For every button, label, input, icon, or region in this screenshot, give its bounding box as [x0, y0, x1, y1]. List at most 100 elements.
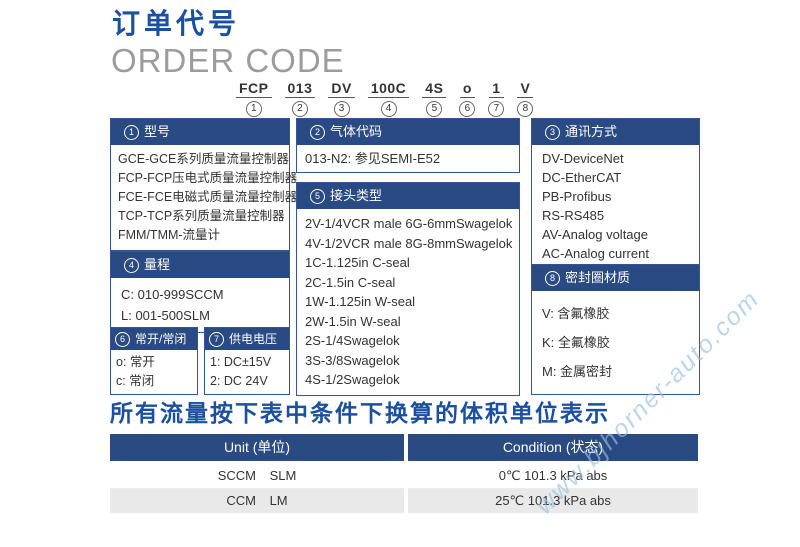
circled-number: 6 — [459, 101, 476, 117]
circled-number: 3 — [333, 101, 350, 117]
order-code-segment: 1 7 — [488, 80, 505, 117]
list-item: PB-Profibus — [542, 189, 612, 204]
box-title: 接头类型 — [330, 188, 383, 203]
list-item: FCP-FCP压电式质量流量控制器 — [118, 171, 298, 185]
box-title: 通讯方式 — [565, 124, 618, 139]
box-fitting-type-header: 5 接头类型 — [297, 183, 519, 209]
list-item: AV-Analog voltage — [542, 227, 648, 242]
box-model-header: 1 型号 — [111, 119, 289, 145]
list-item: K: 全氟橡胶 — [542, 335, 610, 350]
circled-number: 4 — [380, 101, 397, 117]
list-item: c: 常闭 — [116, 374, 155, 388]
order-code-segment: 4S 5 — [422, 80, 447, 117]
box-seal-material: 8 密封圈材质 V: 含氟橡胶 K: 全氟橡胶 M: 金属密封 — [531, 264, 700, 395]
list-item: 3S-3/8Swagelok — [305, 352, 400, 368]
order-code-segment: o 6 — [459, 80, 476, 117]
box-fitting-type: 5 接头类型 2V-1/4VCR male 6G-6mmSwagelok 4V-1… — [296, 182, 520, 396]
order-code-segment: FCP 1 — [236, 80, 272, 117]
box-range-body: C: 010-999SCCM L: 001-500SLM — [111, 278, 289, 332]
list-item: DV-DeviceNet — [542, 151, 624, 166]
box-range-header: 4 量程 — [111, 252, 289, 278]
list-item: 1C-1.125in C-seal — [305, 255, 410, 270]
box-normally-open-closed-body: o: 常开 c: 常闭 — [111, 350, 197, 394]
list-item: FMM/TMM-流量计 — [118, 228, 221, 242]
list-item: 1: DC±15V — [210, 355, 272, 369]
code-segment-value: 100C — [367, 80, 410, 98]
table-header-unit: Unit (单位) — [110, 434, 404, 461]
list-item: GCE-GCE系列质量流量控制器 — [118, 152, 289, 166]
box-title: 型号 — [144, 124, 171, 139]
order-code-segment: V 8 — [517, 80, 534, 117]
box-title: 气体代码 — [330, 124, 383, 139]
circled-number: 4 — [124, 258, 139, 273]
box-communication-header: 3 通讯方式 — [532, 119, 699, 145]
box-title: 供电电压 — [229, 332, 278, 346]
circled-number: 8 — [545, 271, 560, 286]
circled-number: 2 — [310, 125, 325, 140]
box-supply-voltage: 7 供电电压 1: DC±15V 2: DC 24V — [204, 327, 290, 395]
box-supply-voltage-body: 1: DC±15V 2: DC 24V — [205, 350, 289, 394]
conversion-table-condition-column: Condition (状态) 0℃ 101.3 kPa abs 25℃ 101.… — [408, 434, 698, 513]
code-segment-value: DV — [328, 80, 355, 98]
circled-number: 2 — [291, 101, 308, 117]
table-cell-condition: 25℃ 101.3 kPa abs — [408, 489, 698, 513]
list-item: 2V-1/4VCR male 6G-6mmSwagelok — [305, 216, 513, 231]
list-item: M: 金属密封 — [542, 364, 613, 379]
box-supply-voltage-header: 7 供电电压 — [205, 328, 289, 350]
page-title-chinese: 订单代号 — [112, 8, 241, 39]
box-communication-body: DV-DeviceNet DC-EtherCAT PB-Profibus RS-… — [532, 145, 699, 267]
box-seal-material-body: V: 含氟橡胶 K: 全氟橡胶 M: 金属密封 — [532, 291, 699, 394]
list-item: AC-Analog current — [542, 246, 649, 261]
circled-number: 6 — [115, 332, 130, 347]
table-cell-condition: 0℃ 101.3 kPa abs — [408, 464, 698, 489]
list-item: 2: DC 24V — [210, 374, 268, 388]
list-item: V: 含氟橡胶 — [542, 306, 610, 321]
table-cell-unit: SCCM SLM — [110, 464, 404, 489]
circled-number: 1 — [245, 101, 262, 117]
list-item: L: 001-500SLM — [121, 308, 210, 323]
list-item: 1W-1.125in W-seal — [305, 294, 416, 309]
circled-number: 3 — [545, 125, 560, 140]
order-code-segment: 013 2 — [284, 80, 316, 117]
table-header-condition: Condition (状态) — [408, 434, 698, 461]
code-segment-value: FCP — [236, 80, 272, 98]
circled-number: 5 — [426, 101, 443, 117]
box-normally-open-closed: 6 常开/常闭 o: 常开 c: 常闭 — [110, 327, 198, 395]
code-segment-value: 013 — [284, 80, 316, 98]
box-title: 常开/常闭 — [135, 332, 187, 346]
box-model-body: GCE-GCE系列质量流量控制器 FCP-FCP压电式质量流量控制器 FCE-F… — [111, 145, 298, 250]
circled-number: 7 — [209, 332, 224, 347]
list-item: 013-N2: 参见SEMI-E52 — [305, 151, 441, 166]
table-cell-unit: CCM LM — [110, 489, 404, 513]
page-title-english: ORDER CODE — [111, 42, 345, 79]
order-code-segment: 100C 4 — [367, 80, 410, 117]
box-seal-material-header: 8 密封圈材质 — [532, 265, 699, 291]
circled-number: 7 — [488, 101, 505, 117]
circled-number: 1 — [124, 125, 139, 140]
list-item: 4S-1/2Swagelok — [305, 372, 400, 387]
box-gas-code: 2 气体代码 013-N2: 参见SEMI-E52 — [296, 118, 520, 173]
box-communication: 3 通讯方式 DV-DeviceNet DC-EtherCAT PB-Profib… — [531, 118, 700, 268]
code-segment-value: 1 — [489, 80, 504, 98]
box-title: 密封圈材质 — [565, 270, 631, 285]
list-item: 2C-1.5in C-seal — [305, 274, 396, 290]
code-segment-value: V — [517, 80, 534, 98]
order-code-segment: DV 3 — [328, 80, 355, 117]
box-gas-code-body: 013-N2: 参见SEMI-E52 — [297, 145, 519, 172]
list-item: DC-EtherCAT — [542, 170, 622, 185]
box-range: 4 量程 C: 010-999SCCM L: 001-500SLM — [110, 251, 290, 333]
conversion-heading: 所有流量按下表中条件下换算的体积单位表示 — [110, 400, 610, 426]
code-segment-value: 4S — [422, 80, 447, 98]
circled-number: 8 — [517, 101, 534, 117]
order-code-row: FCP 1 013 2 DV 3 100C 4 4S 5 o 6 1 7 V 8 — [236, 80, 534, 117]
box-gas-code-header: 2 气体代码 — [297, 119, 519, 145]
list-item: o: 常开 — [116, 355, 155, 369]
code-segment-value: o — [459, 80, 475, 98]
box-model: 1 型号 GCE-GCE系列质量流量控制器 FCP-FCP压电式质量流量控制器 F… — [110, 118, 298, 251]
list-item: RS-RS485 — [542, 208, 605, 223]
list-item: 4V-1/2VCR male 8G-8mmSwagelok — [305, 235, 513, 251]
list-item: TCP-TCP系列质量流量控制器 — [118, 209, 285, 223]
conversion-table-unit-column: Unit (单位) SCCM SLM CCM LM — [110, 434, 404, 513]
box-fitting-type-body: 2V-1/4VCR male 6G-6mmSwagelok 4V-1/2VCR … — [297, 209, 519, 395]
